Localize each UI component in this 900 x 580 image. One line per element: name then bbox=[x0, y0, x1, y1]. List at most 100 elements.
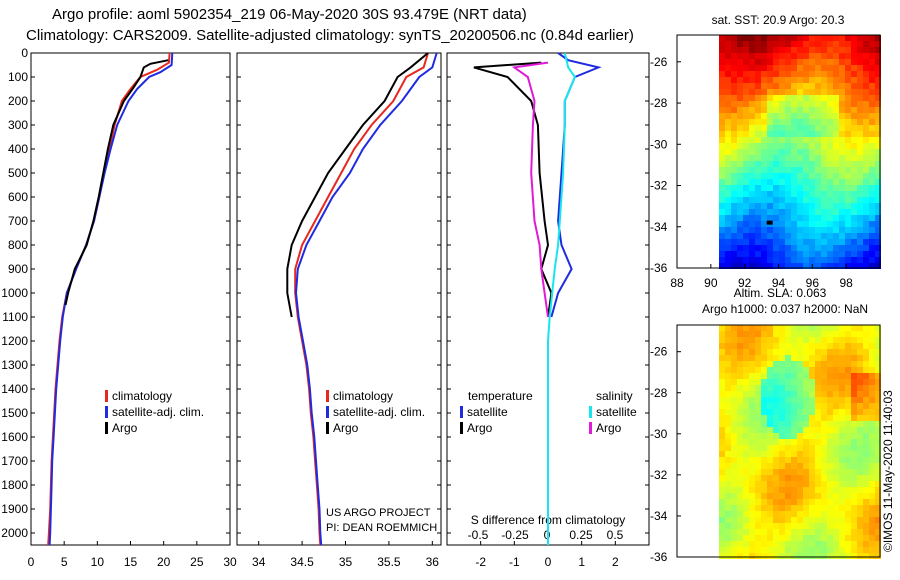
sst-cell bbox=[785, 215, 791, 221]
sst-cell bbox=[827, 173, 833, 179]
sla-cell bbox=[779, 511, 785, 517]
sst-cell bbox=[863, 119, 869, 125]
sla-cell bbox=[731, 439, 737, 445]
sla-cell bbox=[809, 367, 815, 373]
sla-cell bbox=[743, 397, 749, 403]
sla-cell bbox=[833, 361, 839, 367]
sla-cell bbox=[821, 331, 827, 337]
sst-cell bbox=[839, 161, 845, 167]
sst-cell bbox=[839, 71, 845, 77]
sla-cell bbox=[815, 409, 821, 415]
sla-cell bbox=[773, 421, 779, 427]
sst-cell bbox=[827, 203, 833, 209]
sst-cell bbox=[797, 35, 803, 41]
sla-cell bbox=[773, 499, 779, 505]
sst-cell bbox=[779, 65, 785, 71]
sst-cell bbox=[731, 113, 737, 119]
sst-cell bbox=[827, 95, 833, 101]
sst-cell bbox=[815, 101, 821, 107]
sst-cell bbox=[821, 257, 827, 263]
sst-cell bbox=[815, 47, 821, 53]
sla-cell bbox=[827, 391, 833, 397]
sla-cell bbox=[719, 403, 725, 409]
sst-cell bbox=[785, 65, 791, 71]
sla-cell bbox=[767, 457, 773, 463]
sst-cell bbox=[869, 179, 875, 185]
sst-cell bbox=[749, 89, 755, 95]
sst-cell bbox=[863, 197, 869, 203]
sst-cell bbox=[731, 161, 737, 167]
sst-cell bbox=[773, 53, 779, 59]
sla-cell bbox=[743, 505, 749, 511]
sla-cell bbox=[821, 529, 827, 535]
sst-cell bbox=[779, 239, 785, 245]
sla-cell bbox=[797, 403, 803, 409]
sla-cell bbox=[827, 397, 833, 403]
sst-cell bbox=[725, 59, 731, 65]
sst-cell bbox=[725, 77, 731, 83]
sst-cell bbox=[803, 59, 809, 65]
sst-cell bbox=[761, 233, 767, 239]
sla-cell bbox=[761, 337, 767, 343]
sla-cell bbox=[857, 421, 863, 427]
sst-cell bbox=[737, 233, 743, 239]
sst-cell bbox=[845, 53, 851, 59]
sal-series-line bbox=[286, 52, 429, 318]
sst-cell bbox=[869, 41, 875, 47]
sla-cell bbox=[797, 325, 803, 331]
sla-cell bbox=[869, 421, 875, 427]
sla-cell bbox=[851, 493, 857, 499]
sla-cell bbox=[773, 457, 779, 463]
sst-cell bbox=[863, 59, 869, 65]
sla-cell bbox=[815, 469, 821, 475]
sla-cell bbox=[791, 499, 797, 505]
sst-cell bbox=[785, 173, 791, 179]
sst-cell bbox=[839, 113, 845, 119]
sst-cell bbox=[761, 137, 767, 143]
sst-cell bbox=[755, 65, 761, 71]
sst-cell bbox=[779, 41, 785, 47]
sla-cell bbox=[815, 373, 821, 379]
sst-cell bbox=[767, 107, 773, 113]
sla-cell bbox=[773, 331, 779, 337]
sst-cell bbox=[791, 59, 797, 65]
sst-cell bbox=[869, 89, 875, 95]
sst-cell bbox=[845, 77, 851, 83]
sla-cell bbox=[779, 385, 785, 391]
sst-cell bbox=[743, 35, 749, 41]
sst-cell bbox=[749, 251, 755, 257]
sla-cell bbox=[731, 511, 737, 517]
sla-cell bbox=[767, 469, 773, 475]
sst-y-tick-label: -34 bbox=[650, 220, 668, 234]
sla-cell bbox=[785, 553, 791, 559]
sla-cell bbox=[731, 361, 737, 367]
sst-cell bbox=[797, 167, 803, 173]
sst-cell bbox=[821, 65, 827, 71]
sla-cell bbox=[803, 469, 809, 475]
sst-cell bbox=[821, 53, 827, 59]
sla-cell bbox=[779, 553, 785, 559]
sst-cell bbox=[803, 35, 809, 41]
sla-cell bbox=[797, 475, 803, 481]
sst-cell bbox=[809, 71, 815, 77]
sst-cell bbox=[791, 179, 797, 185]
sst-cell bbox=[797, 101, 803, 107]
sla-cell bbox=[827, 361, 833, 367]
sst-cell bbox=[815, 89, 821, 95]
sla-cell bbox=[851, 415, 857, 421]
sst-cell bbox=[797, 125, 803, 131]
sla-cell bbox=[749, 451, 755, 457]
sla-cell bbox=[821, 373, 827, 379]
sst-cell bbox=[731, 137, 737, 143]
sst-cell bbox=[785, 71, 791, 77]
sst-cell bbox=[755, 185, 761, 191]
sla-cell bbox=[863, 367, 869, 373]
sla-cell bbox=[785, 523, 791, 529]
sla-cell bbox=[737, 337, 743, 343]
sla-cell bbox=[761, 457, 767, 463]
sst-cell bbox=[815, 227, 821, 233]
sst-cell bbox=[719, 101, 725, 107]
sst-cell bbox=[821, 209, 827, 215]
sst-cell bbox=[821, 251, 827, 257]
